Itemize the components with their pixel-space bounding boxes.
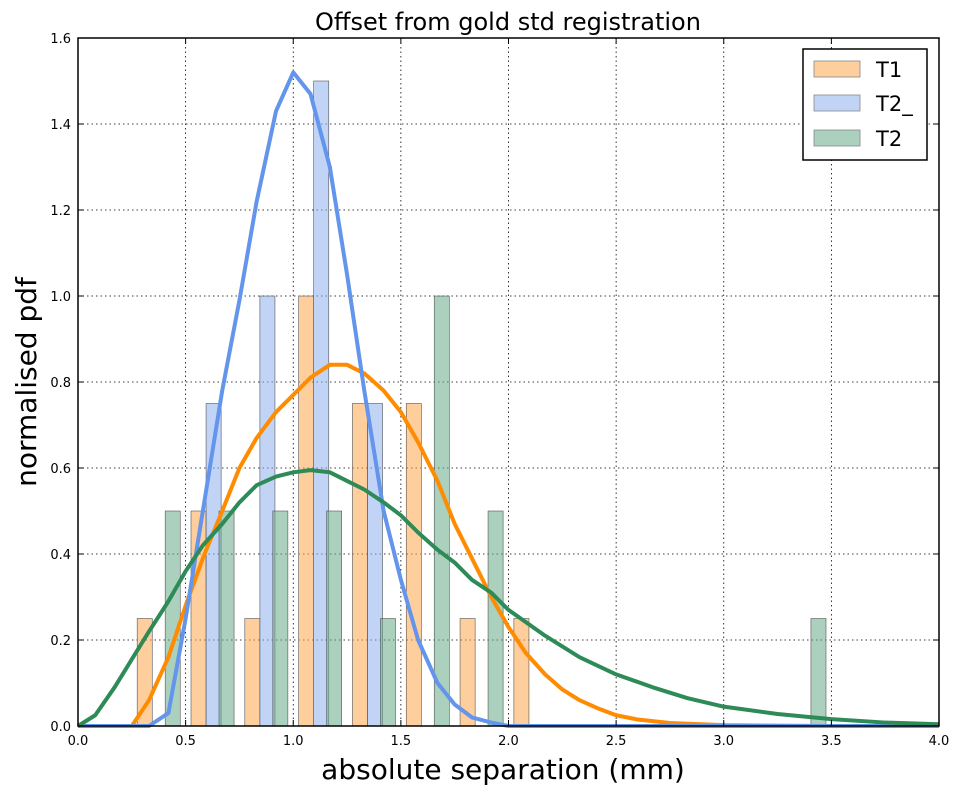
curve-t1 <box>130 362 939 728</box>
y-tick-label: 1.2 <box>50 204 71 219</box>
bar-t2 <box>218 510 235 727</box>
bar-t2 <box>272 510 289 727</box>
bar-t1 <box>244 618 261 727</box>
y-tick-label: 0.8 <box>50 376 71 391</box>
bar-t2 <box>487 510 504 727</box>
y-tick-label: 1.4 <box>50 118 71 133</box>
bar-t2 <box>326 510 342 727</box>
y-tick-label: 0.6 <box>50 462 71 477</box>
y-axis-title: normalised pdf <box>10 276 43 487</box>
x-tick-label: 3.5 <box>821 734 842 749</box>
x-axis-title: absolute separation (mm) <box>321 753 685 786</box>
x-tick-label: 3.0 <box>713 734 734 749</box>
x-tick-label: 0.0 <box>68 734 89 749</box>
bar-t1 <box>405 403 422 727</box>
curve-t2-underscore <box>78 70 939 728</box>
legend-label-t2-underscore: T2_ <box>875 92 913 117</box>
x-tick-label: 4.0 <box>929 734 950 749</box>
bar-t2 <box>810 618 827 727</box>
legend-label-t2: T2 <box>875 127 902 151</box>
curves-layer <box>76 70 940 728</box>
bar-t1 <box>513 618 530 727</box>
ticks-layer: 0.0 0.5 1.0 1.5 2.0 2.5 3.0 3.5 4.0 0.0 0.2 0.4 0.6 0… <box>50 32 949 749</box>
x-tick-label: 0.5 <box>175 734 196 749</box>
legend-swatch-t2 <box>813 129 861 147</box>
legend: T1 T2_ T2 <box>802 48 928 161</box>
y-tick-label: 0.2 <box>50 634 71 649</box>
y-tick-label: 0.4 <box>50 548 71 563</box>
x-tick-label: 2.0 <box>498 734 519 749</box>
bar-t2 <box>380 618 396 727</box>
bar-t1 <box>298 295 314 727</box>
y-tick-label: 0.0 <box>50 720 71 735</box>
bar-t2 <box>433 295 450 727</box>
y-tick-label: 1.6 <box>50 32 71 47</box>
legend-label-t1: T1 <box>875 58 902 82</box>
legend-swatch-t2-underscore <box>813 94 861 112</box>
bar-t1 <box>352 403 368 727</box>
x-tick-label: 1.5 <box>391 734 412 749</box>
legend-swatch-t1 <box>813 60 861 78</box>
bars-layer <box>136 80 827 727</box>
chart-title: Offset from gold std registration <box>315 8 701 36</box>
curve-t2 <box>76 468 940 728</box>
x-tick-label: 2.5 <box>606 734 627 749</box>
y-tick-label: 1.0 <box>50 290 71 305</box>
x-tick-label: 1.0 <box>283 734 304 749</box>
